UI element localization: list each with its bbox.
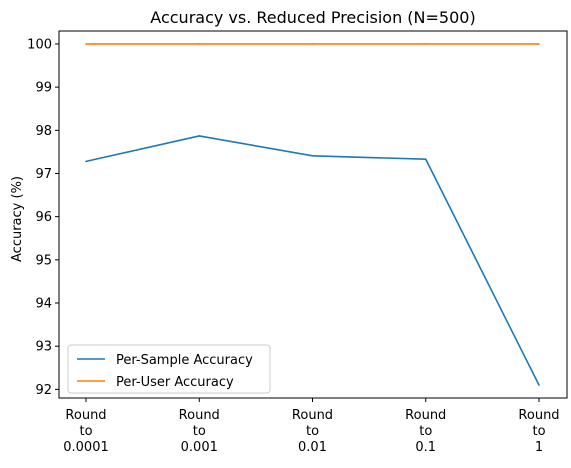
- data-point: [311, 43, 314, 45]
- x-tick-label: to: [193, 424, 206, 439]
- plot-frame: [58, 30, 568, 399]
- plot-area: [59, 31, 567, 398]
- data-point: [311, 154, 314, 157]
- y-tick-label: 100: [27, 37, 52, 52]
- legend-box: [67, 344, 271, 394]
- y-tick-label: 94: [35, 297, 52, 312]
- legend-label-per-user: Per-User Accuracy: [116, 375, 234, 390]
- y-axis-label: Accuracy (%): [10, 176, 25, 262]
- y-tick-label: 99: [35, 81, 52, 96]
- legend-label-per-sample: Per-Sample Accuracy: [116, 353, 253, 368]
- data-point: [424, 43, 427, 45]
- data-point: [198, 135, 201, 137]
- x-tick-label: 0.1: [415, 440, 436, 455]
- x-tick-label: 1: [535, 440, 543, 455]
- data-point: [198, 43, 201, 45]
- data-point: [85, 160, 87, 163]
- x-tick-label: Round: [405, 408, 446, 423]
- series-lines: [85, 43, 540, 386]
- y-tick-label: 96: [35, 210, 52, 225]
- x-tick-label: Round: [65, 408, 106, 423]
- x-tick-label: Round: [518, 408, 559, 423]
- data-point: [538, 43, 540, 45]
- y-tick-label: 98: [35, 124, 52, 139]
- legend: Per-Sample Accuracy Per-User Accuracy: [67, 344, 271, 394]
- x-tick-label: Round: [292, 408, 333, 423]
- x-tick-label: to: [419, 424, 432, 439]
- x-tick-label: 0.0001: [63, 440, 109, 455]
- data-point: [424, 158, 427, 161]
- data-point: [538, 384, 540, 386]
- y-tick-label: 93: [35, 340, 52, 355]
- x-tick-label: to: [532, 424, 545, 439]
- y-axis: 92 93 94 95 96 97 98 99 100: [27, 37, 59, 398]
- x-tick-label: to: [79, 424, 92, 439]
- x-tick-label: Round: [179, 408, 220, 423]
- y-tick-label: 92: [35, 383, 52, 398]
- chart-title: Accuracy vs. Reduced Precision (N=500): [150, 8, 475, 27]
- x-tick-label: 0.01: [298, 440, 327, 455]
- y-tick-label: 97: [35, 167, 52, 182]
- x-tick-label: 0.001: [181, 440, 218, 455]
- x-axis: Roundto0.0001Roundto0.001Roundto0.01Roun…: [63, 398, 560, 455]
- x-tick-label: to: [306, 424, 319, 439]
- y-tick-label: 95: [35, 253, 52, 268]
- data-point: [85, 43, 87, 45]
